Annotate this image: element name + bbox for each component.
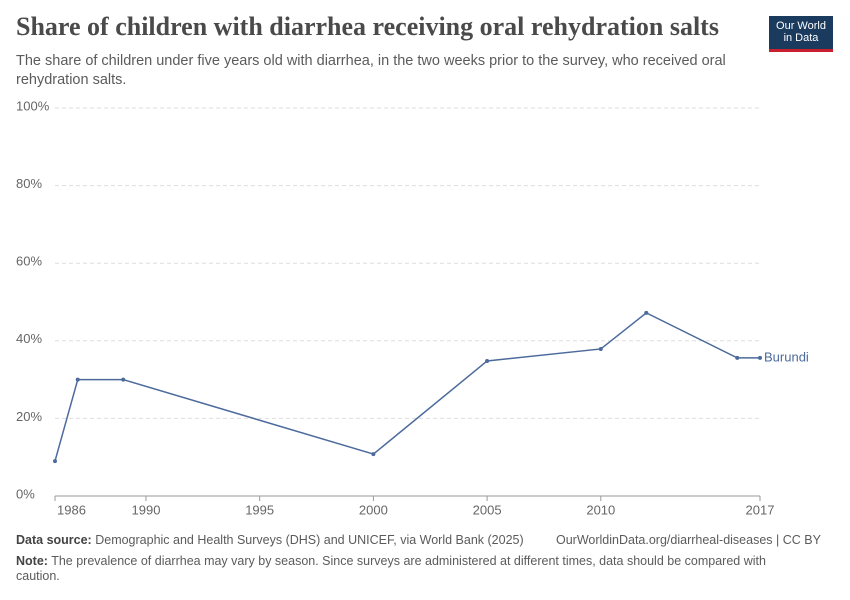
series-label: Burundi [764, 349, 809, 364]
source: Data source: Demographic and Health Surv… [16, 533, 524, 547]
y-tick-label: 60% [16, 254, 42, 269]
note-label: Note: [16, 554, 48, 568]
y-tick-label: 80% [16, 176, 42, 191]
data-point [485, 358, 490, 363]
data-point [598, 346, 603, 351]
source-text: Demographic and Health Surveys (DHS) and… [95, 533, 524, 547]
data-point [735, 355, 740, 360]
y-tick-label: 100% [16, 98, 50, 113]
series-line [54, 311, 760, 462]
logo-text: in Data [783, 32, 819, 44]
logo-text: Our World [776, 20, 826, 32]
x-tick-label: 2005 [473, 502, 502, 517]
data-point [371, 452, 376, 457]
logo[interactable]: Our World in Data [769, 16, 833, 52]
note-text: The prevalence of diarrhea may vary by s… [16, 554, 766, 583]
chart-subtitle: The share of children under five years o… [16, 53, 726, 88]
y-tick-label: 20% [16, 409, 42, 424]
x-tick-label: 2017 [746, 502, 775, 517]
x-tick-label: 1990 [132, 502, 161, 517]
chart-title: Share of children with diarrhea receivin… [16, 12, 719, 41]
data-point [121, 377, 126, 382]
y-tick-label: 0% [16, 486, 35, 501]
x-tick-label: 1995 [245, 502, 274, 517]
data-point [53, 459, 57, 464]
data-point [75, 377, 80, 382]
x-tick-label: 2000 [359, 502, 388, 517]
y-tick-label: 40% [16, 331, 42, 346]
data-point [644, 310, 649, 315]
x-tick-label: 1986 [57, 502, 86, 517]
source-label: Data source: [16, 533, 92, 547]
note: Note: The prevalence of diarrhea may var… [16, 554, 806, 584]
x-tick-label: 2010 [586, 502, 615, 517]
data-point [758, 355, 762, 360]
url[interactable]: OurWorldinData.org/diarrheal-diseases | … [556, 533, 821, 547]
